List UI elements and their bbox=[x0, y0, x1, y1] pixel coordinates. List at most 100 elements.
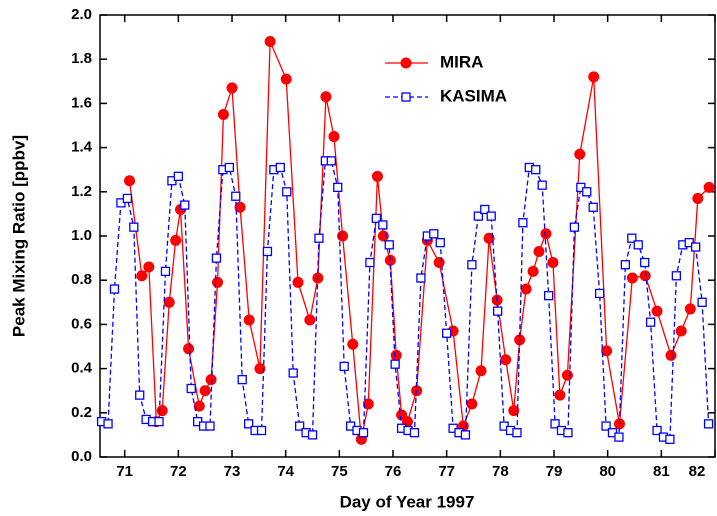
data-point bbox=[493, 306, 503, 316]
data-point bbox=[135, 390, 145, 400]
data-point bbox=[180, 200, 190, 210]
data-point bbox=[442, 328, 452, 338]
data-point bbox=[500, 354, 512, 366]
data-point bbox=[358, 428, 369, 438]
data-point bbox=[467, 260, 477, 270]
x-tick-label: 74 bbox=[277, 463, 294, 480]
x-tick-label: 80 bbox=[599, 463, 616, 480]
legend-marker bbox=[401, 92, 411, 102]
data-point bbox=[540, 228, 552, 240]
series-line bbox=[101, 160, 710, 441]
data-point bbox=[582, 187, 592, 197]
data-point bbox=[199, 385, 211, 397]
data-point bbox=[620, 260, 631, 270]
data-point bbox=[435, 237, 445, 248]
data-point bbox=[627, 233, 637, 243]
data-point bbox=[527, 265, 539, 277]
y-tick-label: 0.4 bbox=[71, 360, 93, 377]
data-point bbox=[640, 257, 650, 268]
data-point bbox=[531, 165, 541, 175]
data-point bbox=[244, 419, 254, 429]
data-point bbox=[288, 368, 298, 378]
data-point bbox=[211, 253, 222, 263]
x-tick-label: 72 bbox=[170, 463, 187, 480]
data-point bbox=[518, 218, 528, 228]
data-point bbox=[520, 283, 532, 295]
data-point bbox=[371, 170, 383, 182]
data-point bbox=[569, 222, 580, 232]
data-point bbox=[224, 162, 234, 173]
data-point bbox=[217, 108, 229, 120]
data-point bbox=[328, 131, 340, 143]
y-tick-label: 0.8 bbox=[71, 271, 92, 288]
data-point bbox=[703, 181, 715, 193]
data-point bbox=[362, 398, 374, 410]
data-point bbox=[170, 234, 182, 246]
data-point bbox=[193, 400, 205, 412]
data-point bbox=[154, 416, 164, 427]
data-point bbox=[183, 343, 195, 355]
data-point bbox=[665, 349, 677, 361]
data-point bbox=[237, 374, 247, 385]
data-point bbox=[282, 187, 292, 197]
data-point bbox=[231, 191, 241, 201]
data-point bbox=[226, 82, 238, 94]
data-point bbox=[543, 291, 554, 301]
y-tick-label: 1.4 bbox=[71, 139, 93, 156]
data-point bbox=[378, 220, 388, 230]
data-point bbox=[122, 193, 133, 204]
data-point bbox=[645, 317, 656, 327]
data-point bbox=[675, 325, 687, 337]
data-point bbox=[460, 430, 471, 440]
data-point bbox=[651, 305, 663, 317]
data-point bbox=[390, 359, 400, 369]
data-point bbox=[243, 314, 255, 326]
data-point bbox=[390, 349, 402, 361]
y-tick-label: 0.6 bbox=[71, 315, 92, 332]
data-point bbox=[626, 272, 638, 284]
data-point bbox=[109, 284, 120, 294]
data-point bbox=[129, 222, 139, 232]
data-point bbox=[563, 428, 573, 438]
x-tick-label: 71 bbox=[116, 463, 133, 480]
data-point bbox=[347, 338, 359, 350]
y-tick-label: 0.2 bbox=[71, 404, 92, 421]
data-point bbox=[326, 156, 336, 166]
data-point bbox=[561, 369, 573, 381]
data-point bbox=[333, 182, 343, 193]
x-tick-label: 79 bbox=[546, 463, 563, 480]
data-point bbox=[280, 73, 292, 85]
data-point bbox=[304, 314, 316, 326]
data-point bbox=[537, 180, 547, 190]
data-point bbox=[691, 242, 701, 252]
y-tick-label: 0.0 bbox=[71, 448, 92, 465]
data-point bbox=[601, 421, 611, 431]
x-tick-label: 77 bbox=[438, 463, 455, 480]
data-point bbox=[633, 240, 643, 250]
y-axis-title: Peak Mixing Ratio [ppbv] bbox=[9, 135, 28, 337]
data-point bbox=[371, 213, 382, 223]
data-point bbox=[384, 240, 394, 250]
x-tick-label: 78 bbox=[492, 463, 509, 480]
data-point bbox=[136, 270, 148, 282]
x-tick-label: 75 bbox=[331, 463, 348, 480]
data-point bbox=[512, 428, 522, 438]
data-point bbox=[365, 257, 375, 268]
data-point bbox=[473, 211, 483, 221]
legend-marker bbox=[400, 57, 412, 69]
data-point bbox=[588, 71, 600, 83]
data-point bbox=[475, 365, 487, 377]
data-point bbox=[703, 419, 714, 429]
data-point bbox=[339, 361, 349, 372]
data-point bbox=[697, 297, 707, 307]
data-point bbox=[186, 383, 196, 394]
data-point bbox=[234, 201, 246, 213]
x-tick-label: 81 bbox=[653, 463, 670, 480]
y-tick-label: 2.0 bbox=[71, 6, 92, 23]
data-point bbox=[547, 257, 559, 269]
data-point bbox=[124, 175, 136, 187]
data-point bbox=[466, 398, 478, 410]
data-point bbox=[483, 232, 495, 244]
data-point bbox=[103, 419, 113, 429]
